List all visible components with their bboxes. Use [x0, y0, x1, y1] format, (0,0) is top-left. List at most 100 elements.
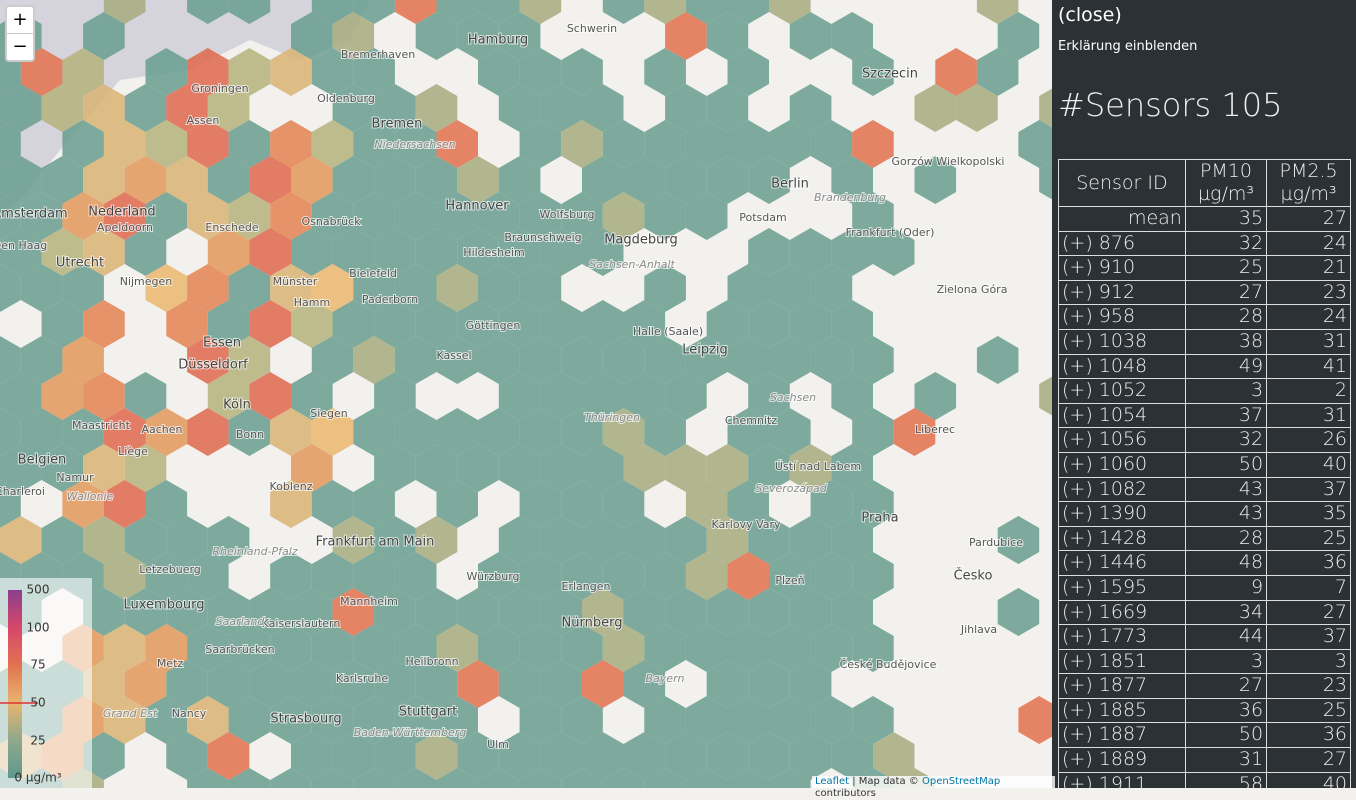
- hexagon: [249, 372, 291, 420]
- sensor-id[interactable]: (+) 1885: [1058, 697, 1186, 724]
- sensor-id[interactable]: (+) 1851: [1058, 648, 1186, 675]
- sensor-id[interactable]: (+) 912: [1058, 279, 1186, 306]
- hexagon: [498, 732, 541, 780]
- sensor-row: (+) 1887 50 36: [1058, 722, 1351, 749]
- hexagon: [623, 300, 666, 348]
- sensor-row: (+) 958 28 24: [1058, 304, 1351, 330]
- hexagon: [228, 192, 271, 240]
- sensor-id[interactable]: (+) 958: [1058, 304, 1186, 330]
- sensor-id[interactable]: (+) 1428: [1058, 525, 1186, 552]
- pm-value: 25: [1184, 255, 1268, 281]
- place-label: Baden-Württemberg: [354, 726, 467, 739]
- hexagon: [623, 372, 666, 420]
- hexagon: [41, 300, 84, 348]
- hexagon: [498, 300, 541, 348]
- hexagon: [353, 480, 395, 528]
- hexagon: [831, 372, 873, 420]
- hexagon: [789, 588, 832, 636]
- close-link[interactable]: (close): [1058, 4, 1122, 26]
- pm-value: 27: [1266, 747, 1351, 773]
- hexagon: [644, 768, 686, 788]
- sensor-id[interactable]: (+) 1889: [1058, 747, 1186, 773]
- hexagon: [353, 264, 395, 312]
- hexagon: [769, 696, 811, 744]
- hexagon: [727, 264, 769, 312]
- sensor-id[interactable]: (+) 1390: [1058, 501, 1186, 527]
- hexagon: [582, 300, 624, 348]
- hexagon: [207, 156, 250, 204]
- sensor-id[interactable]: (+) 1060: [1058, 451, 1186, 478]
- sensor-id[interactable]: (+) 1669: [1058, 599, 1186, 626]
- hexagon: [935, 48, 977, 96]
- place-label: Frankfurt (Oder): [846, 226, 935, 239]
- sensor-id[interactable]: (+) 1038: [1058, 328, 1186, 355]
- sensor-id[interactable]: (+) 1056: [1058, 427, 1186, 453]
- sensor-id[interactable]: (+) 876: [1058, 230, 1186, 257]
- hexagon: [249, 300, 291, 348]
- sensor-id[interactable]: (+) 1887: [1058, 722, 1186, 749]
- sensor-row: (+) 1038 38 31: [1058, 328, 1351, 355]
- sensor-id[interactable]: (+) 1446: [1058, 550, 1186, 576]
- hexagon: [852, 552, 894, 600]
- sensor-id[interactable]: (+) 1082: [1058, 476, 1186, 503]
- map[interactable]: Hamburg Bremerhaven Bremen Oldenburg Schweri…: [0, 0, 1052, 788]
- sensor-row: (+) 1669 34 27: [1058, 599, 1351, 626]
- place-label: Nederland: [88, 205, 155, 220]
- hexagon: [270, 768, 312, 788]
- hexagon: [436, 192, 478, 240]
- hexagon: [20, 192, 63, 240]
- hexagon: [478, 408, 520, 456]
- sensor-row: (+) 1054 37 31: [1058, 402, 1351, 429]
- hexagon: [540, 660, 582, 708]
- leaflet-link[interactable]: Leaflet: [815, 776, 850, 787]
- sensor-id[interactable]: (+) 1911: [1058, 771, 1186, 788]
- hexagon: [831, 300, 873, 348]
- hexagon: [124, 372, 167, 420]
- hexagon: [519, 480, 562, 528]
- hexagon: [956, 84, 998, 132]
- sensor-id[interactable]: (+) 1048: [1058, 353, 1186, 380]
- sensor-id[interactable]: (+) 1595: [1058, 574, 1186, 601]
- hexagon: [873, 732, 915, 780]
- place-label: Schwerin: [567, 22, 617, 35]
- sensor-id[interactable]: (+) 910: [1058, 255, 1186, 281]
- hexagon: [394, 264, 437, 312]
- place-label: Plzeň: [775, 574, 804, 587]
- hexagon: [145, 264, 188, 312]
- sensor-table: Sensor ID PM10 µg/m³ PM2.5 µg/m³ mean 35 27 (+) …: [1058, 159, 1351, 788]
- hexagon: [789, 660, 832, 708]
- place-label: Gorzów Wielkopolski: [892, 155, 1005, 168]
- hexagon: [228, 696, 271, 744]
- sensor-id[interactable]: (+) 1877: [1058, 673, 1186, 699]
- osm-link[interactable]: OpenStreetMap: [921, 776, 1001, 787]
- hexagon: [249, 156, 291, 204]
- hexagon: [997, 588, 1040, 636]
- place-label: Metz: [157, 657, 184, 670]
- hexagon: [789, 732, 832, 780]
- hexagon: [187, 264, 229, 312]
- zoom-in[interactable]: +: [7, 7, 33, 34]
- pm-value: 40: [1266, 771, 1351, 788]
- hexagon: [478, 552, 520, 600]
- place-label: Charleroi: [0, 485, 45, 498]
- hexagon: [249, 228, 291, 276]
- hexagon: [748, 444, 790, 492]
- hexagon: [623, 444, 666, 492]
- hexagon: [914, 156, 957, 204]
- hexagon: [311, 408, 354, 456]
- hexagon: [436, 696, 478, 744]
- hexagon: [207, 372, 250, 420]
- sensor-id[interactable]: (+) 1054: [1058, 402, 1186, 429]
- pm-value: 24: [1266, 230, 1351, 257]
- hexagon: [41, 84, 84, 132]
- hexagon: [62, 336, 104, 384]
- hexagon: [374, 732, 416, 780]
- hexagon: [0, 444, 42, 492]
- place-label: Münster: [273, 275, 318, 288]
- hexagon: [270, 264, 312, 312]
- sensor-id[interactable]: (+) 1773: [1058, 624, 1186, 650]
- zoom-out[interactable]: −: [12, 36, 28, 57]
- hexagon: [270, 120, 312, 168]
- sensor-id[interactable]: (+) 1052: [1058, 378, 1186, 404]
- toggle-explanation[interactable]: Erklärung einblenden: [1058, 39, 1198, 54]
